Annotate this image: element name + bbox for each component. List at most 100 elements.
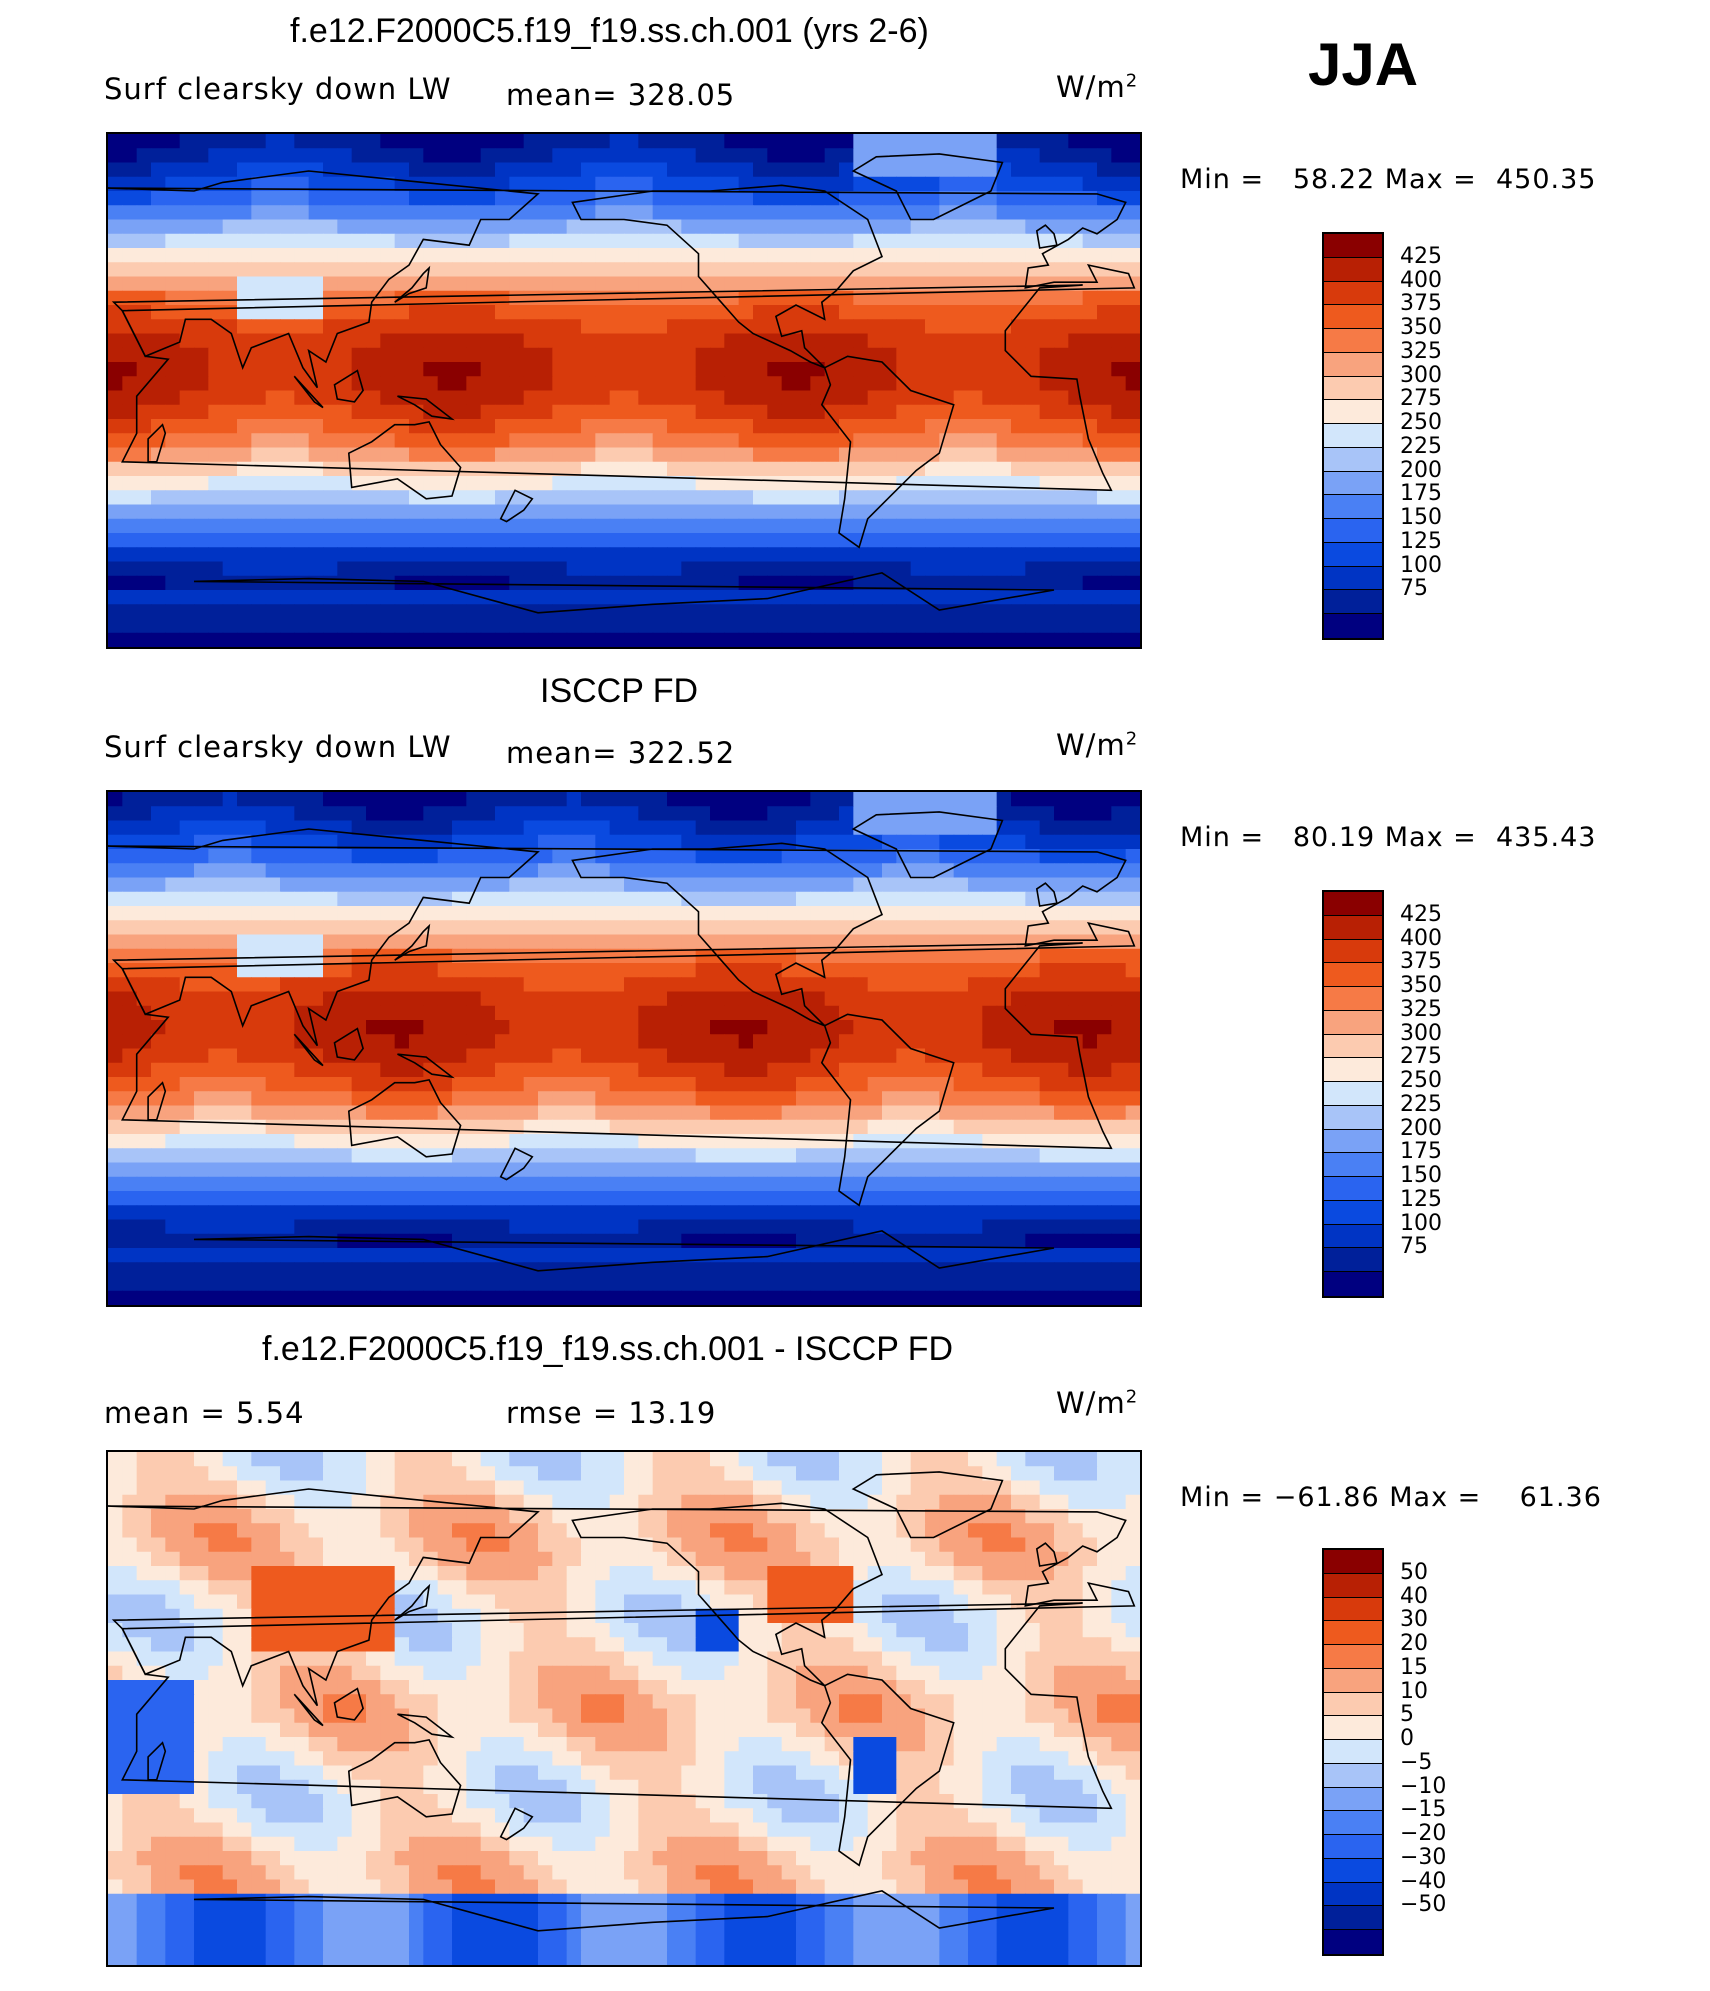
field-cell [179, 1005, 195, 1021]
field-cell [466, 575, 482, 591]
field-cell [595, 134, 611, 149]
field-cell [624, 1005, 639, 1021]
field-cell [796, 792, 811, 807]
field-cell [194, 1048, 209, 1064]
field-cell [839, 134, 854, 149]
field-cell [853, 1020, 869, 1035]
field-cell [523, 934, 539, 950]
field-cell [910, 906, 926, 921]
field-cell [151, 1219, 166, 1235]
field-cell [538, 404, 553, 420]
field-cell [1068, 262, 1084, 278]
field-cell [552, 948, 568, 964]
field-cell [1111, 561, 1127, 577]
field-cell [710, 963, 725, 978]
field-cell [896, 590, 912, 605]
field-cell [882, 404, 897, 420]
field-cell [1011, 276, 1026, 292]
field-cell [781, 1048, 797, 1064]
field-cell [839, 891, 854, 907]
field-cell [165, 1062, 181, 1078]
field-cell [423, 262, 439, 278]
field-cell [351, 834, 367, 850]
field-cell [724, 262, 740, 278]
field-cell [882, 547, 897, 563]
field-cell [237, 490, 252, 506]
field-cell [925, 447, 940, 463]
field-cell [566, 1048, 582, 1064]
field-cell [910, 333, 926, 349]
field-cell [222, 1162, 238, 1178]
field-cell [108, 877, 123, 893]
field-cell [165, 906, 181, 921]
field-cell [1011, 205, 1026, 221]
field-cell [308, 906, 324, 921]
field-cell [208, 290, 224, 306]
field-cell [767, 262, 783, 278]
field-cell [509, 533, 525, 548]
field-cell [251, 1048, 267, 1064]
field-cell [280, 219, 295, 235]
field-cell [308, 1105, 324, 1121]
field-cell [1068, 404, 1084, 420]
field-cell [251, 1034, 267, 1050]
field-cell [1097, 1020, 1112, 1035]
field-cell [136, 233, 152, 249]
field-cell [638, 476, 654, 491]
field-cell [480, 219, 496, 235]
field-cell [1111, 1191, 1127, 1206]
field-cell [308, 1020, 324, 1035]
field-cell [767, 834, 783, 850]
field-cell [466, 290, 482, 306]
field-cell [1068, 1062, 1084, 1078]
field-cell [710, 1233, 725, 1249]
field-cell [1125, 1191, 1140, 1206]
field-cell [409, 1119, 424, 1135]
field-cell [179, 1205, 195, 1221]
field-cell [609, 834, 625, 850]
field-cell [839, 1105, 854, 1121]
field-cell [122, 1248, 138, 1263]
field-cell [753, 1048, 768, 1064]
field-cell [1111, 447, 1127, 463]
field-cell [1125, 920, 1140, 936]
field-cell [1111, 1205, 1127, 1221]
field-cell [466, 849, 482, 864]
field-cell [767, 1020, 783, 1035]
field-cell [595, 948, 611, 964]
field-cell [925, 1034, 940, 1050]
field-cell [265, 376, 281, 392]
field-cell [681, 891, 697, 907]
field-cell [122, 547, 138, 563]
field-cell [996, 419, 1012, 434]
field-cell [136, 547, 152, 563]
field-cell [781, 148, 797, 164]
field-cell [380, 447, 396, 463]
field-cell [638, 906, 654, 921]
field-cell [409, 433, 424, 449]
field-cell [366, 632, 381, 647]
field-cell [753, 547, 768, 563]
field-cell [982, 863, 998, 879]
field-cell [624, 333, 639, 349]
field-cell [695, 820, 711, 836]
field-cell [896, 390, 912, 406]
field-cell [1039, 390, 1055, 406]
field-cell [179, 390, 195, 406]
field-cell [982, 305, 998, 320]
field-cell [394, 977, 410, 993]
field-cell [982, 248, 998, 263]
field-cell [939, 1091, 955, 1107]
field-cell [538, 518, 553, 534]
field-cell [480, 590, 496, 605]
panel-1-title: f.e12.F2000C5.f19_f19.ss.ch.001 (yrs 2-6… [290, 12, 929, 50]
field-cell [351, 476, 367, 491]
field-cell [437, 977, 453, 993]
field-cell [323, 863, 338, 879]
field-cell [280, 891, 295, 907]
field-cell [294, 604, 310, 620]
field-cell [222, 618, 238, 634]
field-cell [695, 162, 711, 178]
field-cell [337, 148, 353, 164]
field-cell [1097, 963, 1112, 978]
